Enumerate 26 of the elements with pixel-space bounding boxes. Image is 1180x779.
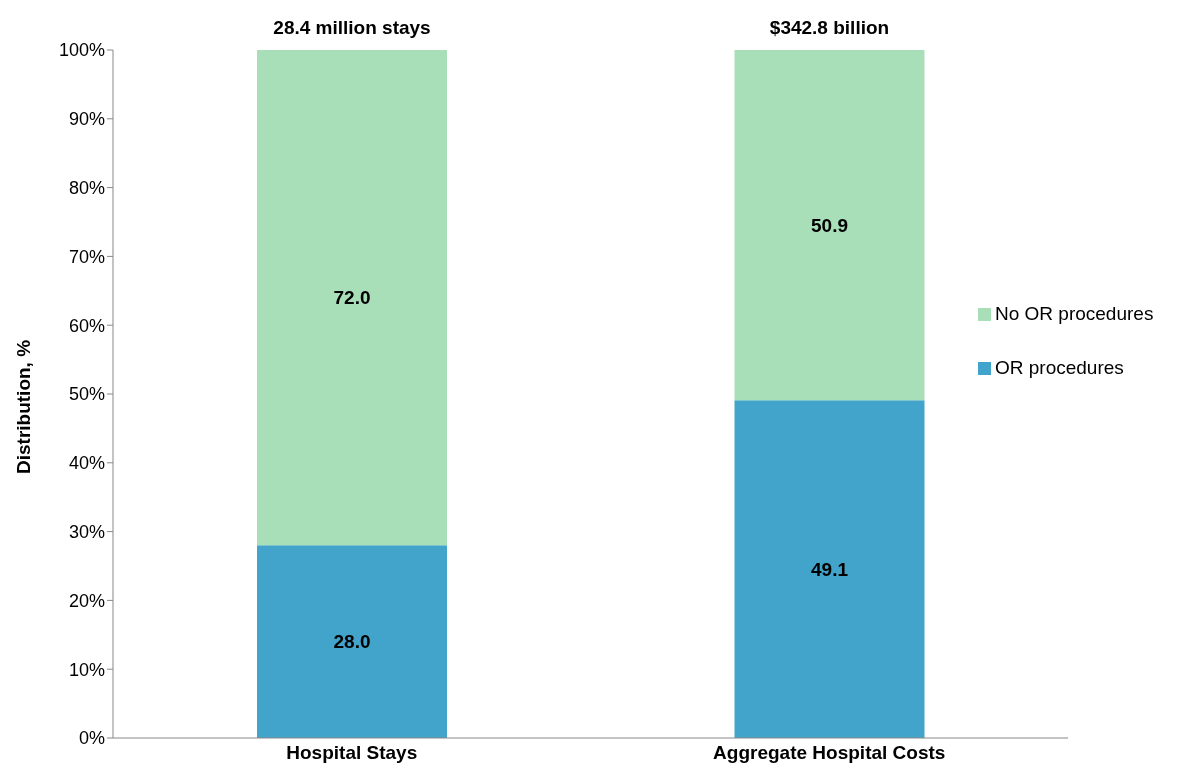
- y-tick-label: 80%: [68, 177, 105, 198]
- bar: [734, 400, 925, 738]
- legend-label: No OR procedures: [995, 303, 1154, 325]
- annotation: 28.4 million stays: [273, 17, 431, 38]
- y-tick-label: 90%: [68, 109, 105, 130]
- bar: [257, 50, 447, 546]
- legend-label: OR procedures: [995, 357, 1124, 379]
- y-tick-label: 60%: [68, 315, 105, 336]
- y-tick-label: 40%: [68, 453, 105, 474]
- y-tick-label: 10%: [68, 659, 105, 680]
- x-tick-label: Aggregate Hospital Costs: [713, 742, 946, 764]
- y-tick-label: 30%: [68, 521, 105, 542]
- annotation: $342.8 billion: [769, 17, 890, 38]
- data-label: 50.9: [811, 214, 848, 236]
- y-tick-label: 0%: [78, 728, 105, 749]
- y-axis-title: Distribution, %: [12, 339, 34, 474]
- data-label: 49.1: [811, 558, 849, 580]
- data-label: 28.0: [333, 631, 371, 653]
- y-tick-label: 70%: [68, 246, 105, 267]
- bar: [734, 50, 925, 401]
- bar: [257, 545, 447, 738]
- y-tick-label: 100%: [58, 40, 105, 61]
- y-tick-label: 50%: [68, 384, 105, 405]
- data-label: 72.0: [333, 287, 371, 309]
- y-tick-label: 20%: [68, 590, 105, 611]
- x-tick-label: Hospital Stays: [286, 742, 418, 764]
